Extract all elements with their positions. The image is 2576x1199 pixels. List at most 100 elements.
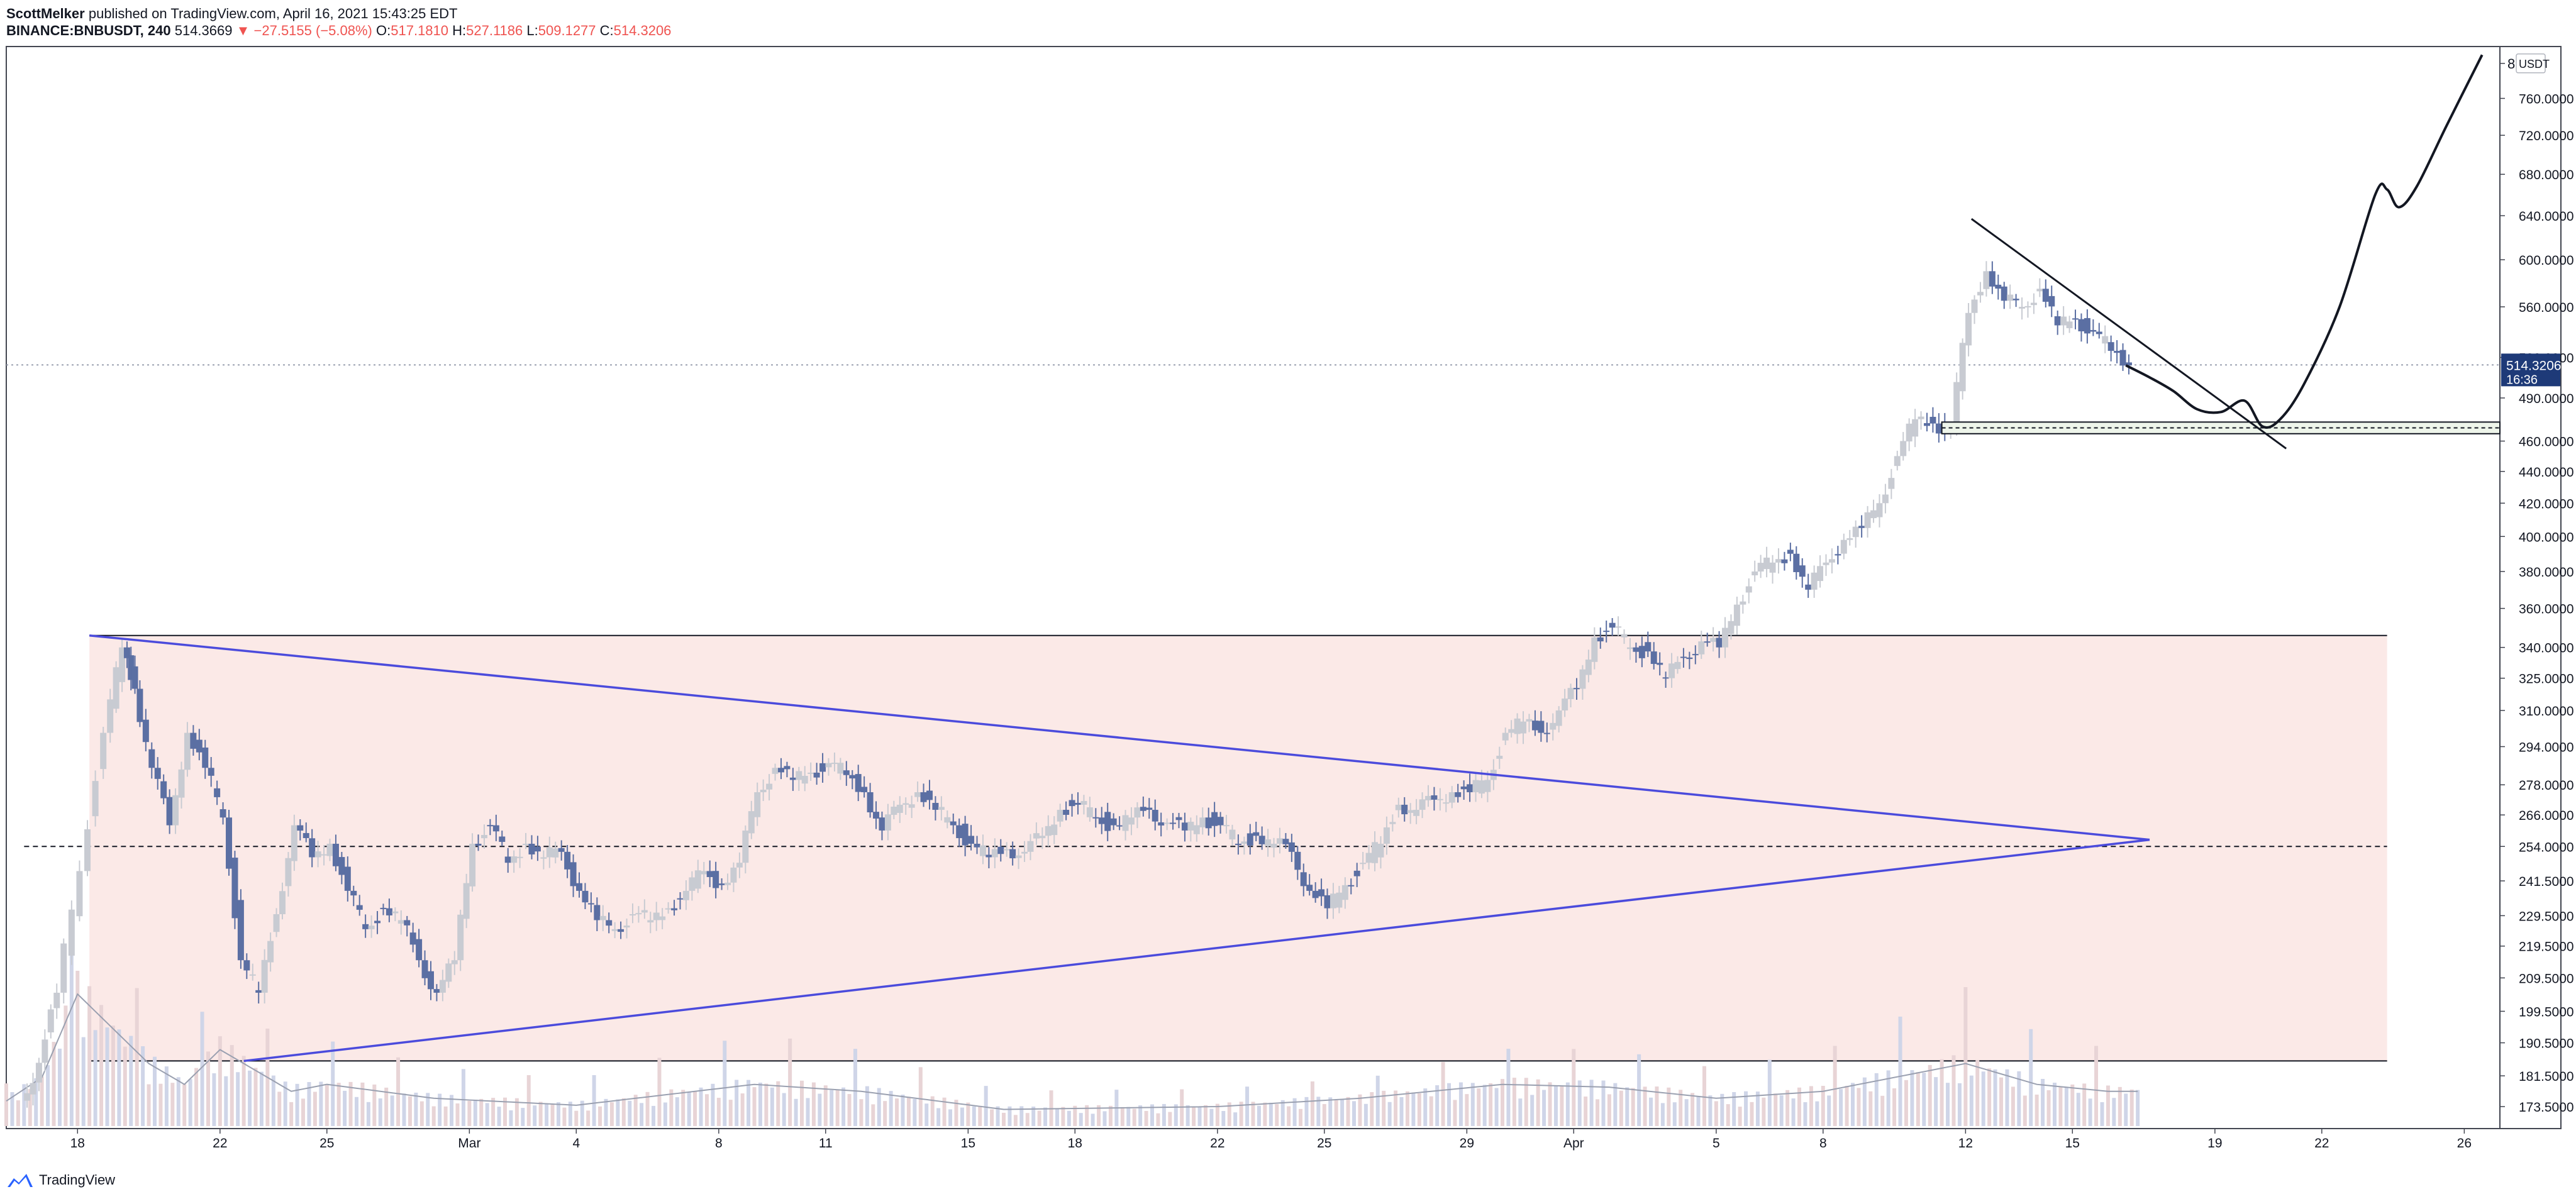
volume-bar [1750,1102,1754,1126]
candle-body [742,831,749,863]
volume-bar [1542,1090,1546,1126]
candle-body [558,848,565,852]
candle-body [2012,299,2019,301]
volume-bar [1269,1102,1273,1126]
downtrend-line [1970,218,2287,450]
candle-body [1716,638,1723,648]
volume-bar [1892,1088,1897,1126]
volume-bar [1548,1082,1552,1126]
volume-bar [1013,1115,1018,1126]
candle-body [1959,343,1966,392]
volume-bar [1601,1080,1606,1126]
volume-bar [81,1037,86,1126]
candle-body [570,862,577,887]
y-tick-label: 209.5000 [2519,971,2574,986]
volume-bar [1613,1083,1618,1126]
candle-body [516,856,523,858]
candle-body [1757,563,1764,572]
volume-bar [871,1104,875,1126]
x-tick-label: 29 [1460,1136,1474,1151]
candle-body [1033,833,1040,839]
candle-body [1027,841,1034,852]
y-tick-label: 600.0000 [2519,253,2574,268]
volume-bar [1275,1104,1279,1126]
candle-body [2030,302,2037,306]
volume-bar [2094,1046,2099,1126]
volume-bar [740,1093,745,1126]
candle-body [891,807,897,815]
candle-body [1122,815,1129,831]
volume-bar [521,1108,525,1126]
author-name[interactable]: ScottMelker [6,6,85,21]
volume-bar [52,1042,56,1126]
volume-bar [1714,1101,1718,1126]
volume-bar [1287,1106,1291,1126]
volume-bar [1156,1113,1160,1126]
x-tick-label: 18 [1068,1136,1082,1151]
candle-body [534,846,541,852]
y-tick-label: 229.5000 [2519,909,2574,924]
candle-body [867,792,874,812]
volume-bar [1387,1102,1392,1126]
volume-bar [1530,1095,1535,1126]
volume-bar [509,1110,513,1126]
candle-body [1805,584,1812,590]
y-tick-label: 173.5000 [2519,1100,2574,1115]
volume-bar [402,1093,406,1126]
volume-bar [1370,1092,1374,1126]
candle-body [974,843,980,848]
volume-bar [111,1025,115,1126]
volume-bar [1215,1103,1219,1126]
volume-bar [1453,1100,1457,1126]
candle-body [1846,538,1853,540]
volume-bar [1755,1091,1760,1126]
footer-brand[interactable]: TradingView [39,1172,116,1188]
volume-bar [158,1083,163,1126]
candle-body [1888,478,1895,489]
candle-body [1146,807,1153,810]
y-tick-label: 640.0000 [2519,209,2574,224]
volume-bar [640,1103,644,1126]
x-tick-label: 8 [1819,1136,1827,1151]
candle-body [706,871,713,877]
candle-body [1353,870,1360,876]
candle-body [1692,654,1699,656]
volume-bar [283,1081,287,1126]
volume-bar [129,1036,133,1126]
x-tick-label: 15 [961,1136,975,1151]
candle-body [226,817,233,869]
tradingview-logo-icon[interactable] [6,1172,34,1188]
y-tick-label: 680.0000 [2519,168,2574,182]
volume-bar [652,1105,656,1126]
volume-bar [1310,1081,1314,1126]
volume-bar [1322,1103,1326,1126]
candle-body [1538,721,1545,733]
candle-body [1626,647,1633,649]
published-text: published on TradingView.com, April 16, … [88,6,458,21]
volume-bar [1625,1087,1629,1126]
volume-bar [431,1106,436,1126]
volume-bar [1233,1112,1238,1126]
candle-body [421,960,428,978]
volume-bar [22,1084,26,1126]
candle-body [309,838,316,858]
candle-body [362,924,369,929]
volume-bar [1470,1083,1475,1126]
symbol-label[interactable]: BINANCE:BNBUSDT, 240 [6,23,171,38]
candle-body [42,1039,48,1063]
volume-bar [2017,1071,2021,1126]
candle-body [1187,822,1194,831]
volume-bar [1708,1095,1713,1126]
volume-bar [64,1005,68,1126]
volume-bar [1827,1095,1831,1126]
volume-bar [1565,1082,1570,1126]
volume-bar [99,1005,104,1126]
candle-body [523,843,530,845]
y-tick-label: 360.0000 [2519,602,2574,617]
candle-body [1674,661,1681,670]
volume-bar [1375,1075,1380,1126]
volume-bar [2112,1098,2116,1126]
candle-body [166,797,173,826]
volume-bar [924,1103,929,1126]
